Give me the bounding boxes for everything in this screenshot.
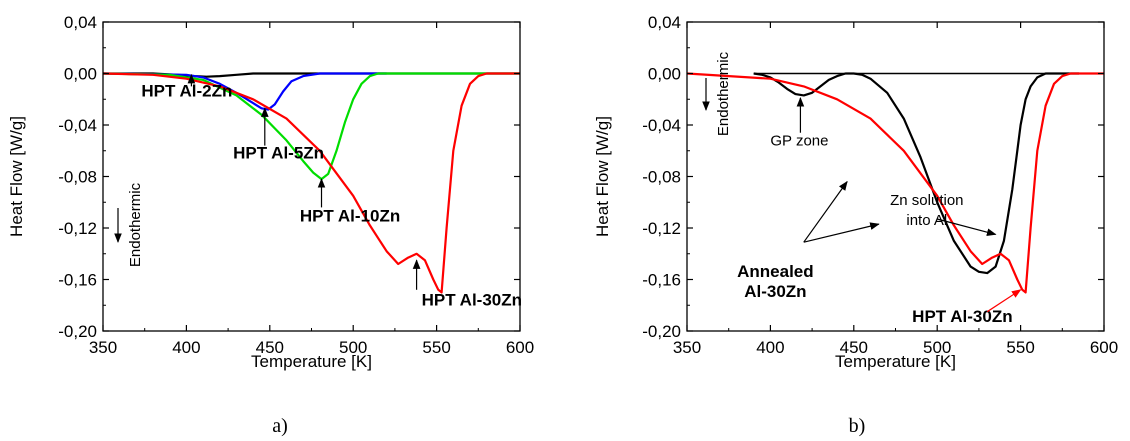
panel-b-annotation-1: Zn solution into Al: [890, 192, 963, 229]
panel-a-annotation-0: HPT Al-2Zn: [141, 82, 232, 101]
panel-b-ticks: 350 400 450 500 550 600 0,04 0,00 -0,04 -0,08 -0,1…: [642, 13, 1118, 357]
panel-a-endothermic-label: Endothermic: [127, 182, 144, 267]
panel-b-ytick-label: -0,04: [642, 116, 681, 135]
panel-b-annotation-line: Annealed: [737, 262, 814, 281]
panel-b-series-line-1: [686, 72, 1104, 294]
panel-a-curves: [102, 72, 520, 294]
panel-b-curves: [686, 72, 1104, 294]
panel-b-xtick-label: 550: [1006, 338, 1034, 357]
panel-a-annotation-1: HPT Al-5Zn: [233, 143, 324, 162]
panel-b-series-line-0: [753, 72, 1079, 275]
panel-b-annotation-arrow: [803, 180, 848, 243]
panel-a-ytick-label: -0,12: [58, 219, 97, 238]
panel-b-annotations: GP zone Zn solution into Al Annealed Al-30Zn…: [737, 97, 1022, 326]
panel-a-ticks: 350 400 450 500 550 600 0,04 0,00 -0,04 -0,08 -0,1…: [58, 13, 534, 357]
panel-b-ytick-label: -0,08: [642, 168, 681, 187]
panel-a-ytick-label: -0,08: [58, 168, 97, 187]
panel-b-annotation-arrow: [937, 218, 997, 236]
panel-a-xtick-label: 600: [506, 338, 534, 357]
panel-a-xtick-label: 400: [172, 338, 200, 357]
panel-a-series-line-2: [102, 72, 520, 181]
panel-b-xlabel: Temperature [K]: [835, 352, 956, 371]
panel-a-xtick-label: 350: [89, 338, 117, 357]
panel-a-ytick-label: -0,04: [58, 116, 97, 135]
panel-a-xtick-label: 450: [256, 338, 284, 357]
panel-b-annotation-3: HPT Al-30Zn: [912, 307, 1012, 326]
panel-a-frame: [102, 21, 521, 332]
panel-b-xtick-label: 500: [923, 338, 951, 357]
panel-a-chart: 350 400 450 500 550 600 0,04 0,00 -0,04 -0,08 -0,1…: [7, 13, 534, 437]
panel-b-label: b): [849, 415, 866, 437]
panel-a-ytick-label: 0,04: [64, 13, 97, 32]
panel-b-annotation-line: Zn solution: [890, 192, 963, 209]
panel-a-annotation-3: HPT Al-30Zn: [422, 290, 522, 309]
panel-b-annotation-line: Al-30Zn: [744, 282, 806, 301]
panel-b-endothermic-label: Endothermic: [715, 51, 732, 136]
panel-b-annotation-arrow: [986, 289, 1022, 313]
panel-b-ytick-label: -0,16: [642, 271, 681, 290]
panel-b-frame: [686, 21, 1105, 332]
panel-b-xtick-label: 450: [840, 338, 868, 357]
panel-b-ytick-label: 0,00: [648, 65, 681, 84]
panel-a-series-line-3: [102, 72, 520, 294]
panel-b-chart: 350 400 450 500 550 600 0,04 0,00 -0,04 -0,08 -0,1…: [593, 13, 1118, 437]
panel-b-annotation-2: Annealed Al-30Zn: [737, 262, 814, 301]
panel-b-ytick-label: 0,04: [648, 13, 681, 32]
panel-b-ytick-label: -0,12: [642, 219, 681, 238]
panel-b-annotation-line: into Al: [906, 212, 947, 229]
panel-a-ytick-label: -0,20: [58, 322, 97, 341]
panel-a-ylabel: Heat Flow [W/g]: [7, 116, 26, 237]
panel-a-xlabel: Temperature [K]: [251, 352, 372, 371]
panel-b-xtick-label: 400: [756, 338, 784, 357]
panel-b-ylabel: Heat Flow [W/g]: [593, 116, 612, 237]
panel-a-annotation-2: HPT Al-10Zn: [300, 207, 400, 226]
panel-a-annotations: HPT Al-2Zn HPT Al-5Zn HPT Al-10Zn HPT Al-30…: [141, 73, 522, 309]
panel-a-ytick-label: 0,00: [64, 65, 97, 84]
panel-a-label: a): [272, 415, 288, 437]
panel-a-ytick-label: -0,16: [58, 271, 97, 290]
panel-a-xtick-label: 500: [339, 338, 367, 357]
panel-b-xtick-label: 600: [1090, 338, 1118, 357]
panel-b-annotation-arrow: [803, 222, 880, 243]
panel-a-xtick-label: 550: [422, 338, 450, 357]
panel-b-ytick-label: -0,20: [642, 322, 681, 341]
panel-b-annotation-0: GP zone: [770, 133, 828, 150]
panel-b-xtick-label: 350: [673, 338, 701, 357]
